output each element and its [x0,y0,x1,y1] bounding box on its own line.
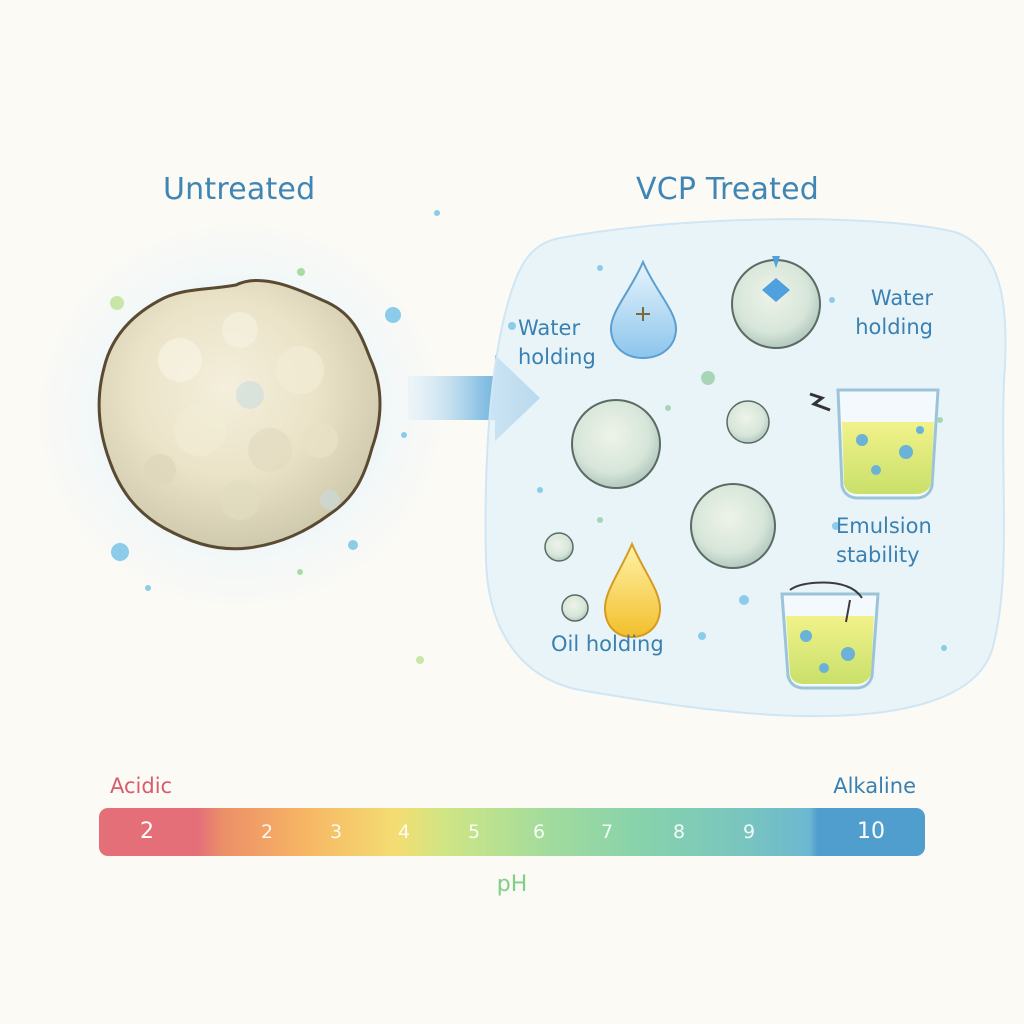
ph-tick-6: 7 [600,821,614,843]
water-holding-left-line-1: Water [518,316,581,340]
ph-axis-label: pH [496,872,528,897]
ph-tick-9: 10 [857,819,885,844]
acidic-label: Acidic [110,774,173,798]
emulsion-stability-line-2: stability [836,543,920,567]
ph-tick-5: 6 [532,821,546,843]
water-holding-right-label: Water holding [855,284,933,342]
treated-particle-medium-left [571,399,661,489]
untreated-particle [97,279,382,551]
water-holding-right-line-2: holding [855,315,933,339]
treated-particle-top [731,256,821,349]
oil-droplet-icon [603,541,662,639]
water-holding-left-label: Water holding [518,314,596,372]
water-holding-right-line-1: Water [870,286,933,310]
ph-tick-1: 2 [260,821,274,843]
alkaline-label: Alkaline [833,774,916,798]
emulsion-stability-line-1: Emulsion [836,514,932,538]
oil-beaker-icon [780,581,880,690]
cursor-scribble-icon [809,392,831,412]
untreated-title: Untreated [163,172,316,207]
treated-speckles [434,210,947,651]
ph-tick-4: 5 [467,821,481,843]
treated-particle-tiny-1 [544,532,574,562]
oil-holding-label: Oil holding [551,632,664,656]
ph-tick-2: 3 [329,821,343,843]
water-holding-left-line-2: holding [518,345,596,369]
treated-title: VCP Treated [636,172,819,207]
ph-tick-7: 8 [672,821,686,843]
ph-tick-0: 2 [140,819,154,844]
treated-particle-tiny-2 [561,594,589,622]
ph-tick-3: 4 [397,821,411,843]
ph-tick-8: 9 [742,821,756,843]
untreated-speckles [110,268,424,664]
treated-particle-small-center [726,400,770,444]
emulsion-stability-label: Emulsion stability [836,512,932,570]
emulsion-beaker-icon [836,388,940,500]
water-droplet-icon [609,259,678,360]
treated-particle-medium-right [690,483,776,569]
ph-scale-bar: 2 2 3 4 5 6 7 8 9 10 [99,808,925,856]
